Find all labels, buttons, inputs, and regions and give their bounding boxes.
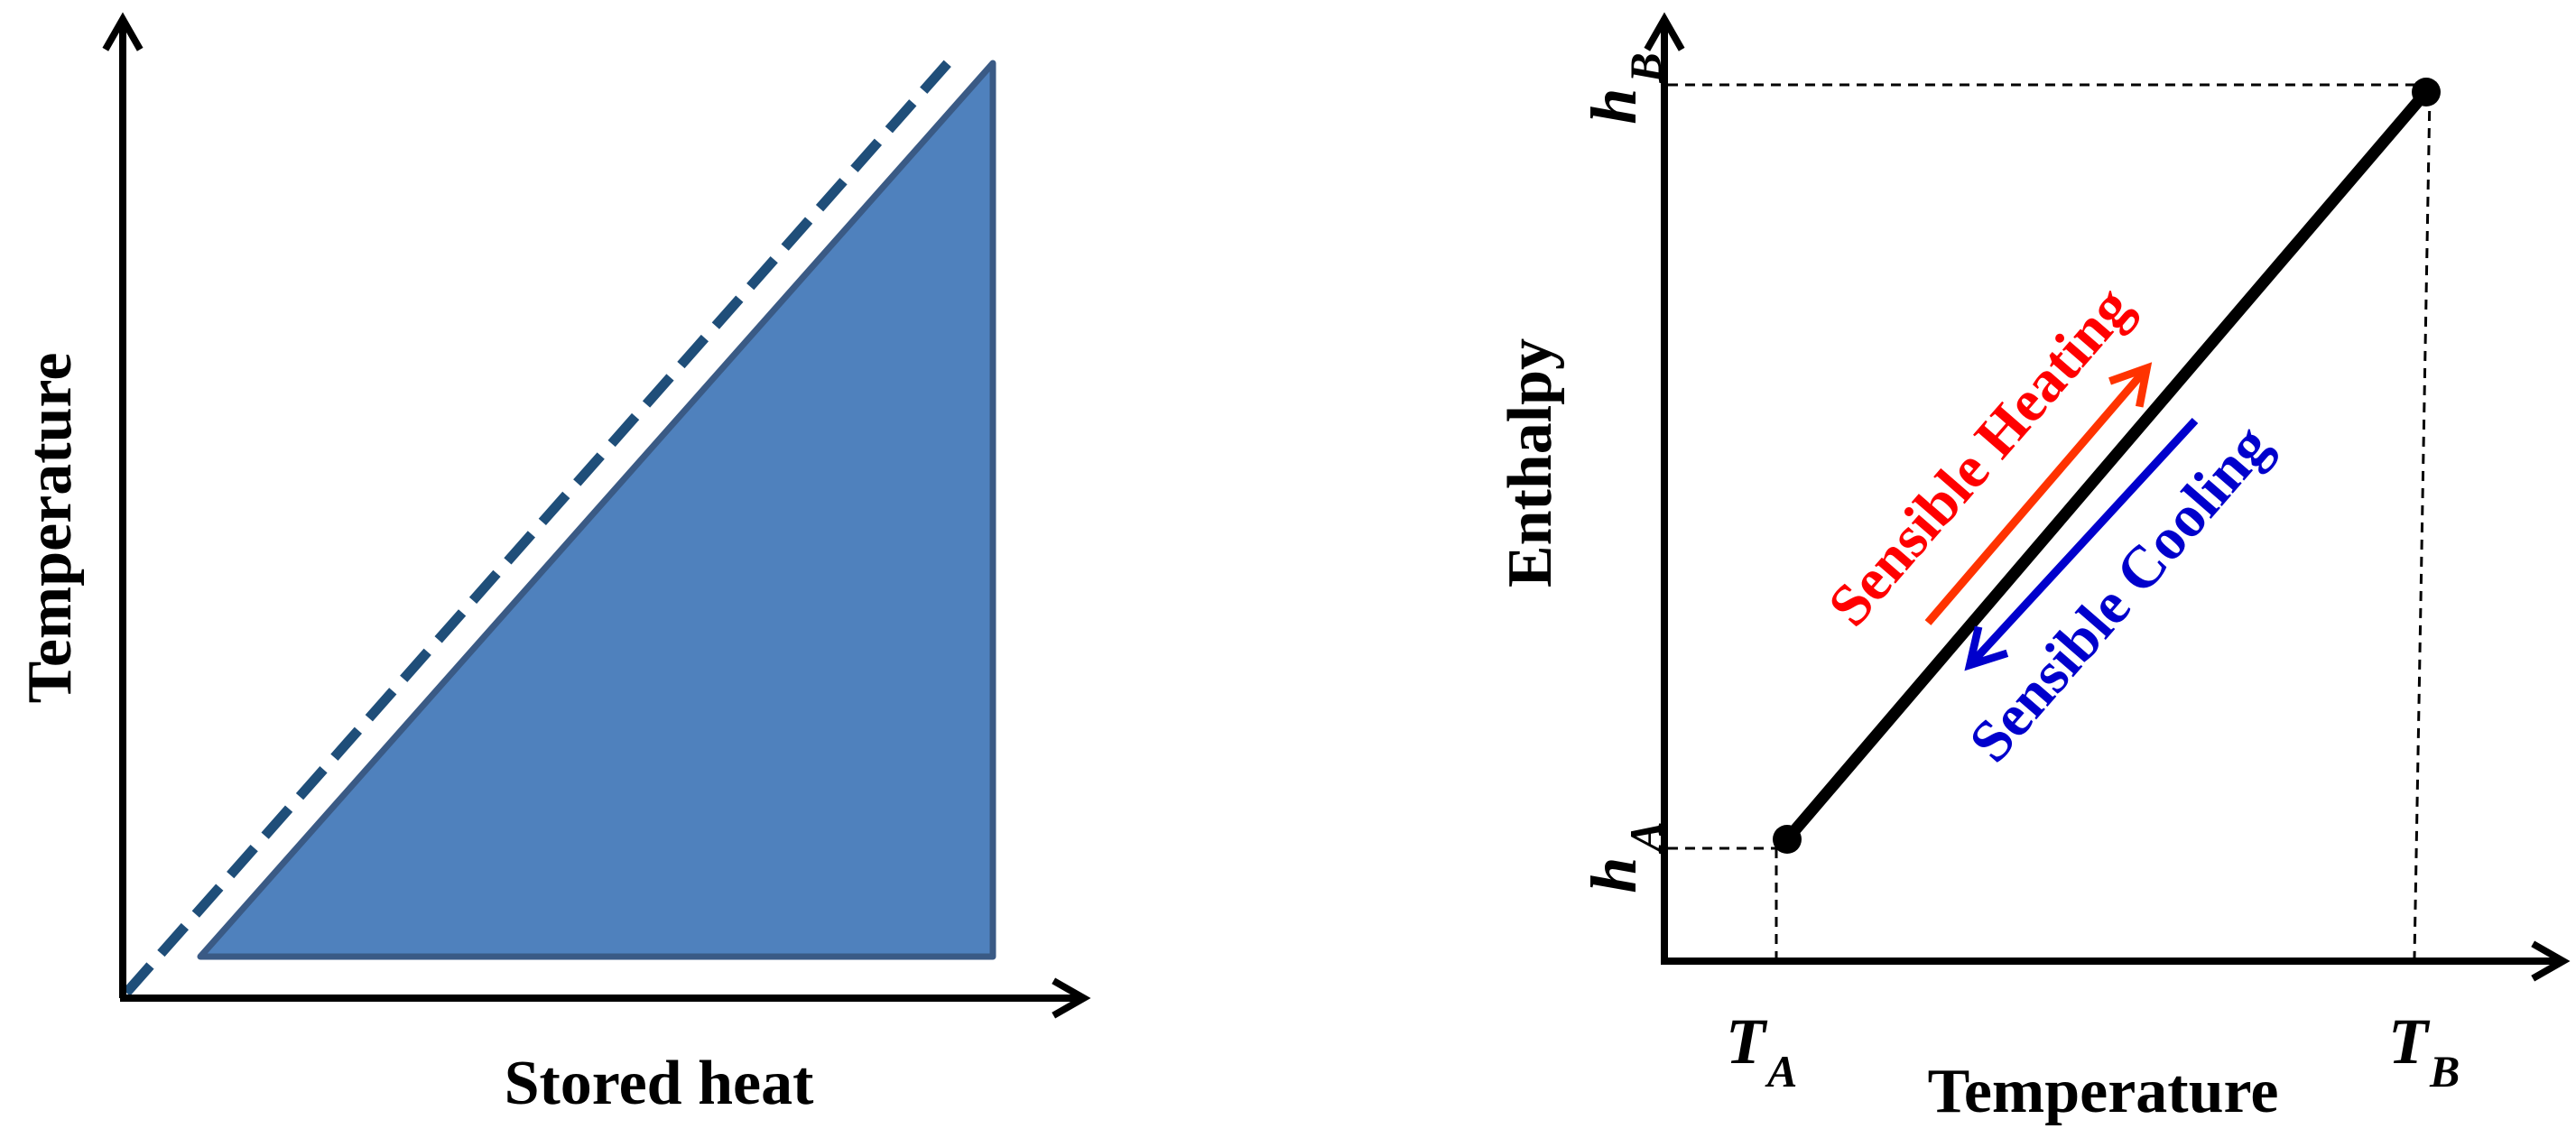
state-point-a <box>1773 825 1802 854</box>
state-point-b <box>2412 78 2441 106</box>
svg-text:hB: hB <box>1578 52 1671 124</box>
h-a-label: hA <box>1578 821 1671 893</box>
t-b-label: TB <box>2388 1005 2460 1096</box>
right-y-axis-label: Enthalpy <box>1496 338 1565 588</box>
stored-heat-area <box>197 60 996 960</box>
right-panel: Sensible Heating Sensible Cooling Enthal… <box>1496 12 2571 1126</box>
cooling-arrow <box>1964 417 2199 671</box>
left-panel: Temperature Stored heat <box>15 12 1091 1118</box>
enthalpy-temperature-line <box>1781 86 2432 846</box>
svg-text:hA: hA <box>1578 821 1671 893</box>
h-b-label: hB <box>1578 52 1671 124</box>
heating-arrow <box>1924 362 2153 625</box>
reference-dashed-lines <box>1668 83 2432 958</box>
left-x-axis-label: Stored heat <box>505 1049 814 1118</box>
t-a-label: TA <box>1726 1005 1797 1096</box>
left-y-axis-label: Temperature <box>15 353 85 704</box>
right-x-axis-label: Temperature <box>1928 1057 2279 1126</box>
